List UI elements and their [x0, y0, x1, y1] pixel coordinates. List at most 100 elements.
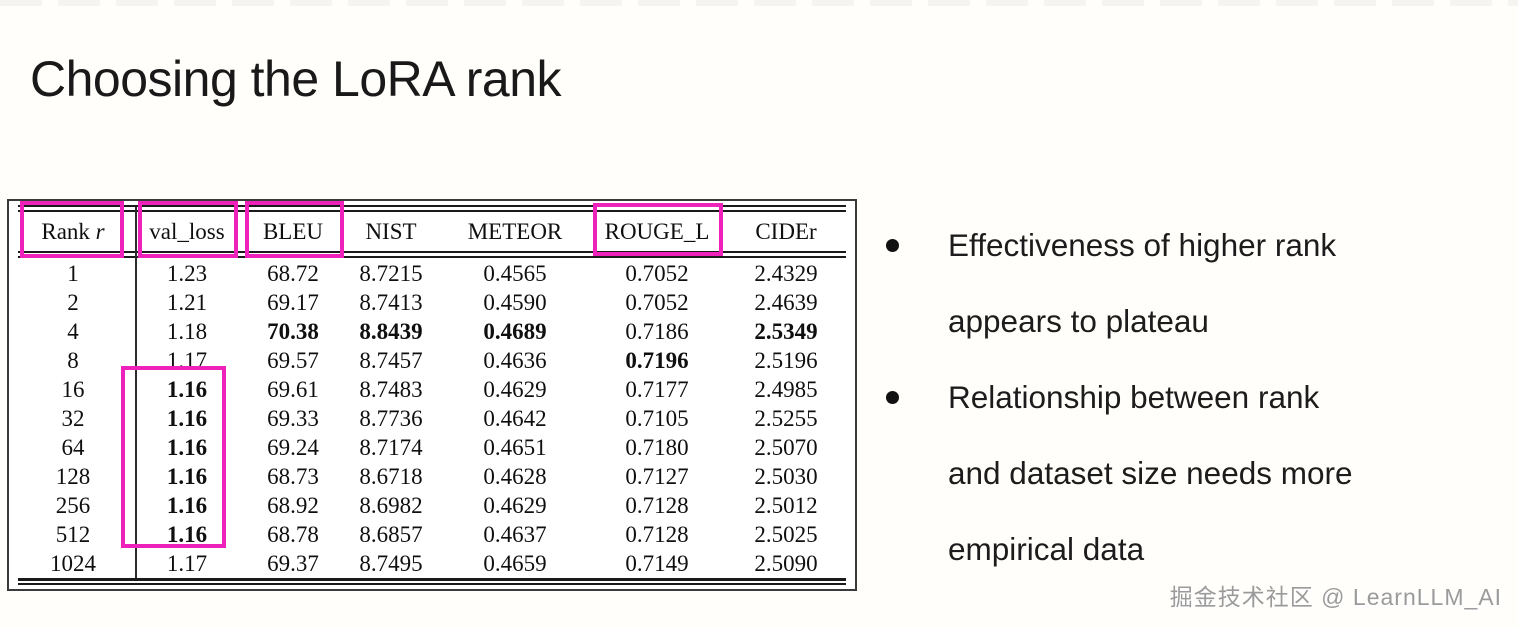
- table-cell: 0.4629: [483, 377, 547, 402]
- table-cell: 0.4565: [483, 261, 547, 286]
- table-row: 1 1.23 68.72 8.7215 0.4565 0.7052 2.4329: [9, 259, 855, 288]
- table-cell: 2.5012: [754, 493, 818, 518]
- table-cell: 0.4637: [483, 522, 547, 547]
- table-row: 1024 1.17 69.37 8.7495 0.4659 0.7149 2.5090: [9, 549, 855, 578]
- table-cell: 0.4628: [483, 464, 547, 489]
- table-cell: 0.4590: [483, 290, 547, 315]
- bullet-line: empirical data: [948, 530, 1145, 567]
- table-header-cell: val_loss: [149, 218, 225, 244]
- table-row: 64 1.16 69.24 8.7174 0.4651 0.7180 2.5070: [9, 433, 855, 462]
- table-cell: 1.16: [166, 377, 208, 402]
- table-header-cell: NIST: [365, 218, 417, 244]
- results-table: Rank r val_loss BLEU NIST METEOR ROUGE_L CIDEr…: [7, 199, 857, 591]
- table-cell: 0.7128: [625, 493, 689, 518]
- table-cell: 2.5025: [754, 522, 818, 547]
- table-header-rule-2: [18, 256, 846, 258]
- table-cell: 1.17: [166, 551, 208, 576]
- table-cell: 2: [67, 290, 79, 315]
- table-cell: 0.4636: [483, 348, 547, 373]
- table-cell: 1.16: [166, 435, 208, 460]
- table-cell: 64: [61, 435, 85, 460]
- table-cell: 8.6982: [359, 493, 423, 518]
- bullet-list: Effectiveness of higher rank appears to p…: [880, 207, 1505, 587]
- bullet-line: and dataset size needs more: [948, 454, 1353, 491]
- table-cell: 2.4985: [754, 377, 818, 402]
- table-cell: 0.7186: [625, 319, 689, 344]
- table-cell: 512: [55, 522, 91, 547]
- page-title: Choosing the LoRA rank: [30, 50, 562, 107]
- table-cell: 1.16: [166, 406, 208, 431]
- table-cell: 1: [67, 261, 79, 286]
- table-cell: 4: [67, 319, 79, 344]
- table-cell: 0.4629: [483, 493, 547, 518]
- table-cell: 0.7105: [625, 406, 689, 431]
- top-edge-strip: [0, 0, 1518, 6]
- table-cell: 0.7177: [625, 377, 689, 402]
- table-row: 32 1.16 69.33 8.7736 0.4642 0.7105 2.5255: [9, 404, 855, 433]
- table-cell: 2.5030: [754, 464, 818, 489]
- table-cell: 0.7128: [625, 522, 689, 547]
- table-row: 512 1.16 68.78 8.6857 0.4637 0.7128 2.5025: [9, 520, 855, 549]
- table-cell: 2.5070: [754, 435, 818, 460]
- table-cell: 0.4659: [483, 551, 547, 576]
- table-cell: 32: [61, 406, 85, 431]
- highlight-box-valloss-values: [121, 366, 226, 548]
- watermark: 掘金技术社区 @ LearnLLM_AI: [1169, 584, 1502, 610]
- table-cell: 2.5349: [754, 319, 818, 344]
- bullet-dot-column: [880, 207, 948, 359]
- table-row: 2 1.21 69.17 8.7413 0.4590 0.7052 2.4639: [9, 288, 855, 317]
- table-header-cell: CIDEr: [755, 218, 817, 244]
- table-cell: 0.7127: [625, 464, 689, 489]
- table-cell: 8.7483: [359, 377, 423, 402]
- table-header-row: Rank r val_loss BLEU NIST METEOR ROUGE_L CIDEr: [9, 213, 855, 249]
- highlight-box-rank-header: [20, 201, 124, 258]
- table-cell: 8.7174: [359, 435, 423, 460]
- table-bottom-rule-1: [18, 578, 846, 581]
- table-row: 4 1.18 70.38 8.8439 0.4689 0.7186 2.5349: [9, 317, 855, 346]
- table-cell: 70.38: [267, 319, 319, 344]
- table-cell: 0.7149: [625, 551, 689, 576]
- table-cell: 69.17: [267, 290, 319, 315]
- table-cell: 8.7457: [359, 348, 423, 373]
- table-cell: 0.7196: [625, 348, 689, 373]
- table-cell: 8.7413: [359, 290, 423, 315]
- table-top-rule-2: [18, 210, 846, 212]
- table-cell: 1.16: [166, 522, 208, 547]
- bullet-dot-icon: [886, 239, 899, 252]
- table-cell: 1.18: [166, 319, 208, 344]
- bullet-dot-icon: [886, 391, 899, 404]
- table-header-cell: METEOR: [467, 218, 563, 244]
- table-row: 128 1.16 68.73 8.6718 0.4628 0.7127 2.5030: [9, 462, 855, 491]
- table-cell: 0.7052: [625, 290, 689, 315]
- table-cell: 68.92: [267, 493, 319, 518]
- table-cell: 1.16: [166, 464, 208, 489]
- bullet-line: appears to plateau: [948, 302, 1209, 339]
- table-cell: 68.73: [267, 464, 319, 489]
- table-cell: 0.4642: [483, 406, 547, 431]
- highlight-box-rouge-header: [593, 203, 723, 256]
- table-cell: 1.21: [166, 290, 208, 315]
- table-cell: 8.7215: [359, 261, 423, 286]
- highlight-box-valloss-header: [138, 201, 238, 258]
- table-cell: 8.8439: [359, 319, 423, 344]
- table-cell: 68.72: [267, 261, 319, 286]
- table-cell: 2.4329: [754, 261, 818, 286]
- bullet-item: Effectiveness of higher rank appears to p…: [880, 207, 1505, 359]
- table-cell: 8.7495: [359, 551, 423, 576]
- table-top-rule-1: [18, 205, 846, 207]
- table-cell: 0.7180: [625, 435, 689, 460]
- table-cell: 2.5196: [754, 348, 818, 373]
- table-header-cell: ROUGE_L: [604, 218, 710, 244]
- table-cell: 16: [61, 377, 85, 402]
- table-cell: 1.16: [166, 493, 208, 518]
- table-row: 256 1.16 68.92 8.6982 0.4629 0.7128 2.5012: [9, 491, 855, 520]
- table-cell: 2.5255: [754, 406, 818, 431]
- table-cell: 8.7736: [359, 406, 423, 431]
- highlight-box-bleu-header: [245, 201, 344, 258]
- table-header-cell: Rank r: [41, 218, 105, 244]
- table-bottom-rule-2: [18, 583, 846, 585]
- table-cell: 0.4651: [483, 435, 547, 460]
- bullet-line: Effectiveness of higher rank: [948, 226, 1337, 263]
- table-cell: 1024: [50, 551, 96, 576]
